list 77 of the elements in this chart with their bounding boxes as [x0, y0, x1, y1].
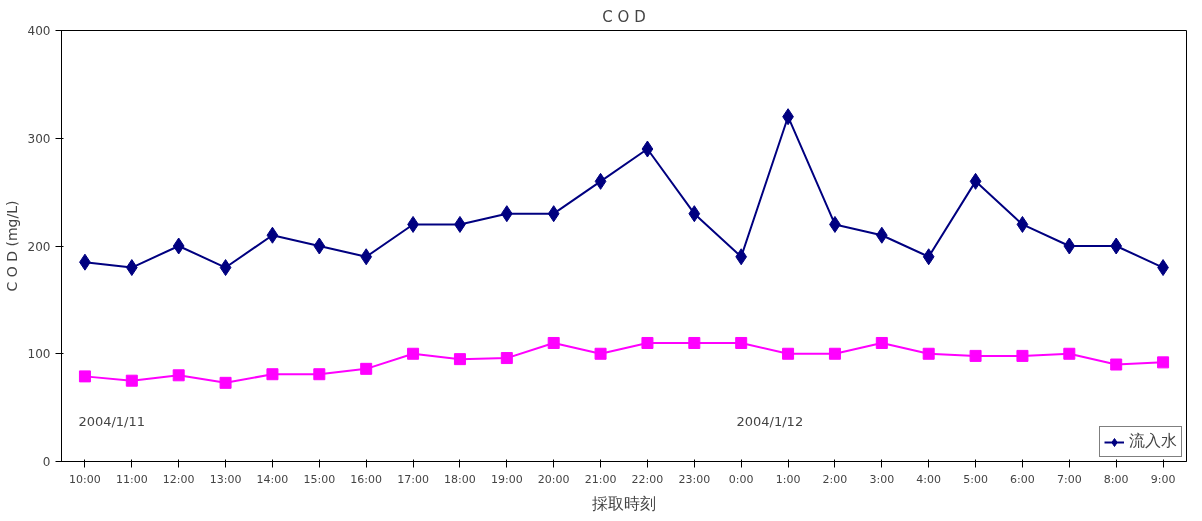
point [360, 248, 373, 266]
point [453, 353, 466, 366]
y-tick-label: 200 [27, 239, 51, 254]
point [219, 259, 232, 277]
point [360, 362, 373, 375]
point [313, 368, 326, 381]
point [313, 237, 326, 255]
y-tick-label: 300 [27, 131, 51, 146]
point [688, 205, 701, 223]
point [828, 347, 841, 360]
point [594, 172, 607, 190]
point [266, 226, 279, 244]
point [1016, 215, 1029, 233]
x-tick-label: 18:00 [444, 472, 476, 486]
point [547, 336, 560, 349]
point [1110, 358, 1123, 371]
annotation: 2004/1/12 [736, 414, 804, 430]
x-tick-label: 11:00 [115, 472, 148, 486]
point [407, 347, 420, 360]
point [875, 336, 888, 349]
x-tick-label: 23:00 [678, 472, 711, 486]
x-tick-label: 12:00 [162, 472, 195, 486]
point [735, 248, 748, 266]
x-tick-label: 17:00 [397, 472, 429, 486]
x-tick-label: 2:00 [822, 472, 848, 486]
x-tick-label: 8:00 [1103, 472, 1129, 486]
x-tick-label: 19:00 [490, 472, 523, 486]
point [172, 369, 185, 382]
y-tick-label: 400 [27, 24, 51, 38]
y-tick-label: 0 [42, 455, 51, 469]
x-tick-label: 22:00 [631, 472, 664, 486]
x-tick-label: 16:00 [350, 472, 383, 486]
point [641, 336, 654, 349]
point [172, 237, 185, 255]
point [1063, 237, 1076, 255]
point [922, 347, 935, 360]
x-tick-label: 0:00 [728, 472, 754, 486]
point [266, 368, 279, 381]
point [78, 370, 91, 383]
point [500, 205, 513, 223]
x-tick-label: 10:00 [69, 472, 101, 486]
point [922, 248, 935, 266]
chart-title: C O D [602, 7, 646, 26]
x-tick-label: 4:00 [916, 472, 942, 486]
x-tick-label: 13:00 [209, 472, 242, 486]
point [1016, 349, 1029, 362]
x-tick-label: 5:00 [963, 472, 988, 486]
point [782, 347, 795, 360]
y-axis-title: C O D (mg/L) [3, 200, 20, 292]
point [735, 336, 748, 349]
point [1110, 237, 1123, 255]
x-tick-label: 15:00 [303, 472, 336, 486]
x-tick-label: 9:00 [1150, 472, 1176, 486]
legend-label: 流入水 [1129, 431, 1177, 452]
point [500, 352, 513, 365]
x-tick-label: 7:00 [1056, 472, 1082, 486]
point [547, 205, 560, 223]
x-axis-title: 採取時刻 [592, 493, 656, 513]
x-tick-label: 1:00 [775, 472, 801, 486]
x-tick-label: 20:00 [537, 472, 570, 486]
y-tick-label: 100 [27, 347, 51, 362]
point [688, 336, 701, 349]
x-tick-label: 6:00 [1010, 472, 1035, 486]
point [594, 347, 607, 360]
point [125, 374, 138, 387]
point [641, 140, 654, 158]
point [1157, 356, 1170, 369]
annotation: 2004/1/11 [78, 414, 146, 430]
x-tick-label: 3:00 [869, 472, 895, 486]
x-tick-label: 21:00 [584, 472, 617, 486]
point [969, 172, 982, 190]
x-tick-label: 14:00 [256, 472, 289, 486]
point [1063, 347, 1076, 360]
point [219, 376, 232, 389]
point [969, 349, 982, 362]
point [875, 226, 888, 244]
point [125, 259, 138, 277]
